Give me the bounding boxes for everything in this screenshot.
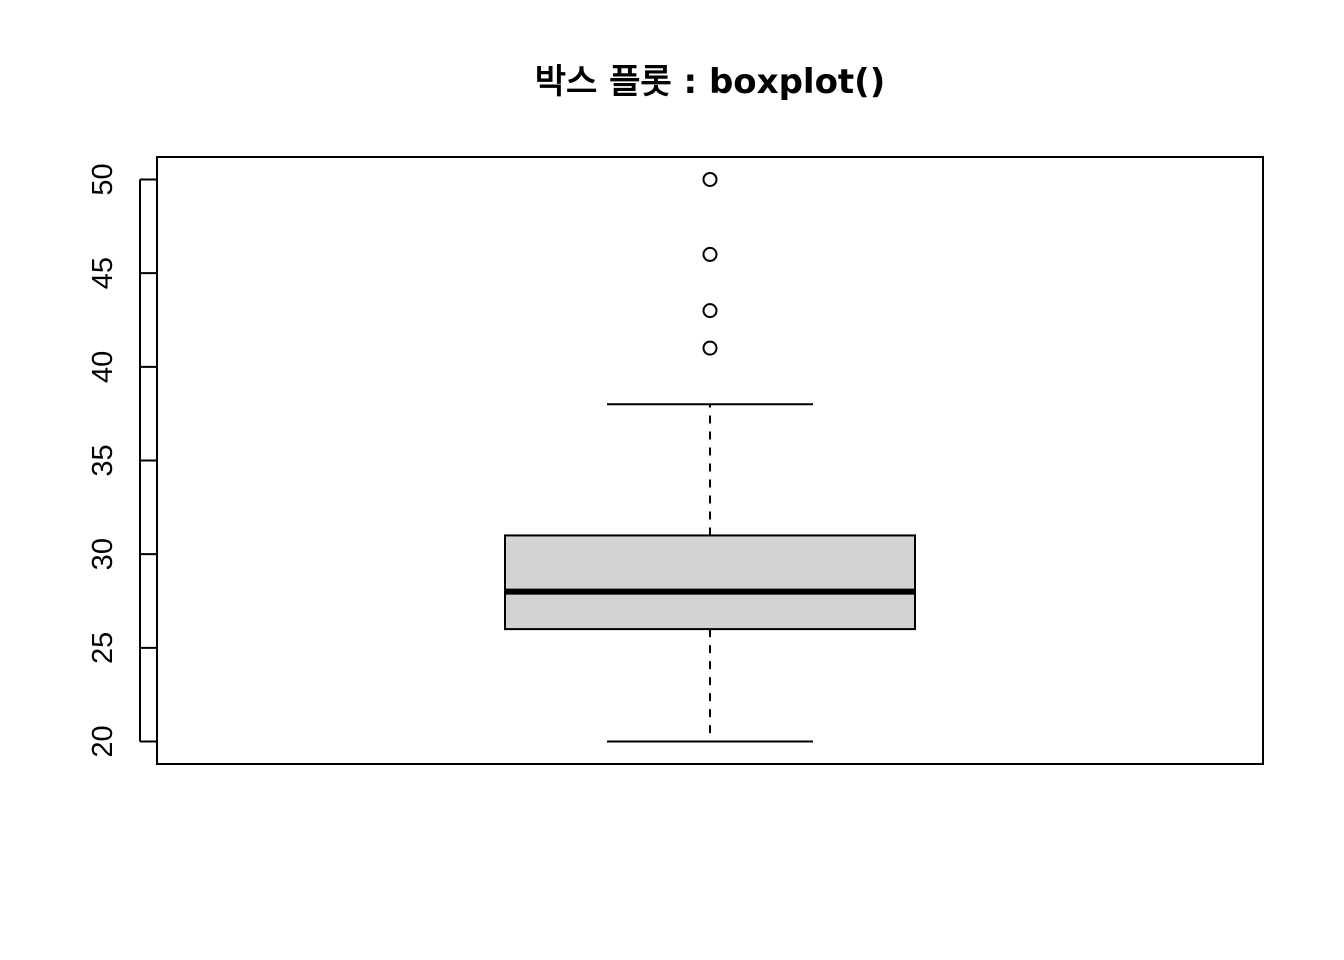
y-tick-label-35: 35 [87,444,119,476]
outlier-point-50 [702,171,718,187]
y-tick-label-40: 40 [87,351,119,383]
outlier-point-41 [702,340,718,356]
outlier-point-43 [702,303,718,319]
outlier-point-46 [702,246,718,262]
y-tick-label-25: 25 [87,632,119,664]
y-tick-label-45: 45 [87,257,119,289]
y-axis: 20 25 30 35 40 45 50 [87,163,157,758]
iqr-box [504,534,916,631]
y-tick-label-20: 20 [87,725,119,757]
box-group [504,171,916,743]
chart-title: 박스 플롯 : boxplot() [535,62,886,102]
y-tick-label-50: 50 [87,163,119,195]
y-tick-label-30: 30 [87,538,119,570]
